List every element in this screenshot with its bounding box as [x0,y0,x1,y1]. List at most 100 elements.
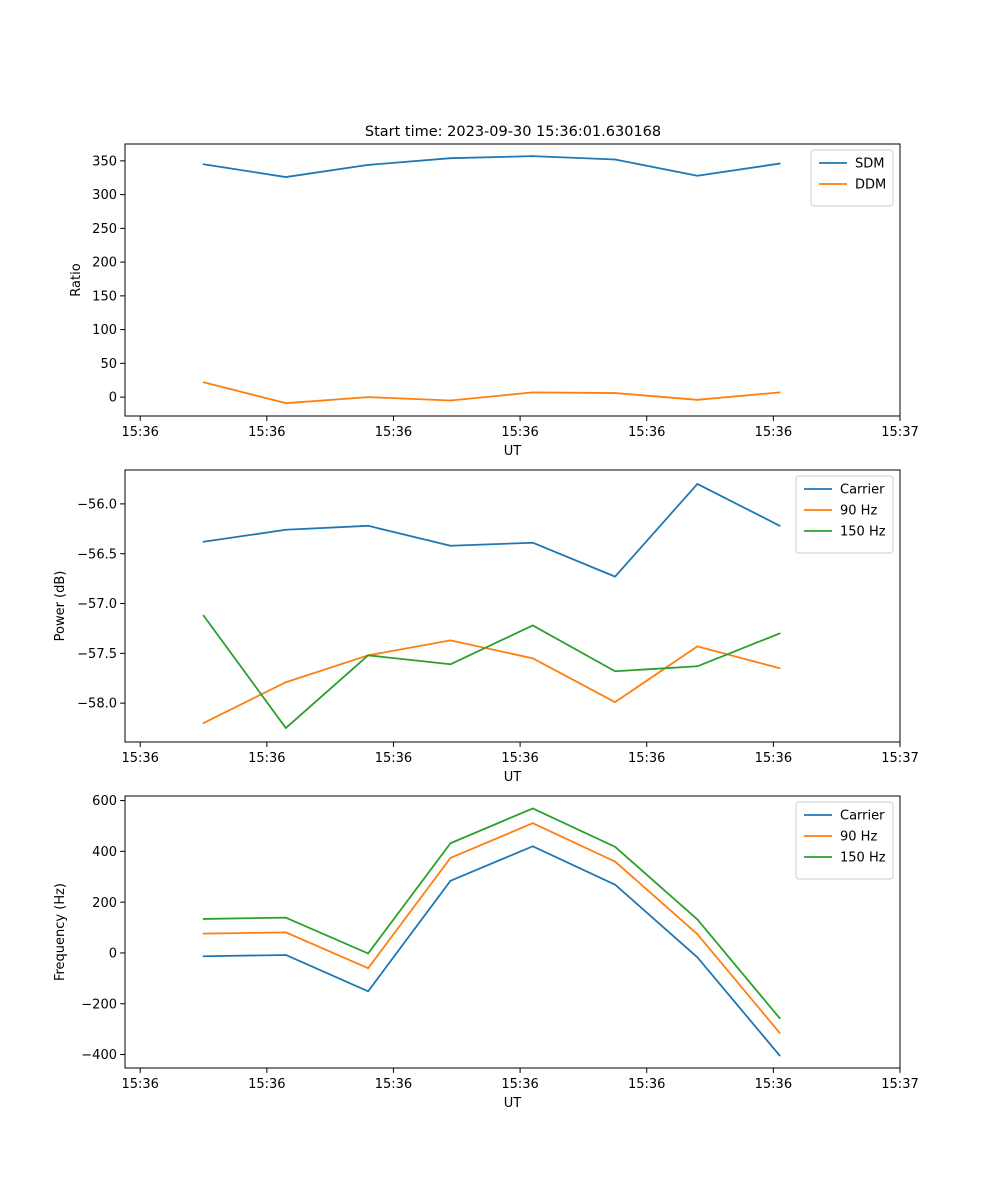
data-point-carrier [614,883,616,886]
y-tick-label: −58.0 [77,697,117,712]
legend-label: DDM [855,178,886,193]
data-point-ddm [367,396,370,399]
y-tick-label: −200 [81,997,117,1012]
series-line-150-hz [202,614,781,729]
x-tick-label: 15:36 [375,425,412,440]
data-point-sdm [284,176,287,178]
y-axis-label: Frequency (Hz) [53,883,68,981]
x-tick-label: 15:36 [501,1077,538,1092]
data-point-carrier [449,544,452,547]
data-point-sdm [367,164,370,166]
axes-frame [124,143,901,417]
data-point-carrier [202,955,205,958]
x-tick-label: 15:36 [375,1077,412,1092]
data-point-150-hz [367,952,370,955]
data-point-90-hz [449,857,452,859]
y-axis-label: Ratio [69,263,84,296]
y-tick-label: 100 [92,323,117,338]
ratio-plot-area [125,144,900,416]
y-tick-label: −57.5 [77,647,117,662]
legend-box [795,475,894,554]
x-tick-label: 15:36 [628,425,665,440]
y-tick-label: 200 [92,256,117,271]
y-tick-label: 200 [92,896,117,911]
x-tick-label: 15:36 [755,1077,792,1092]
x-tick-label: 15:36 [248,751,285,766]
x-tick-label: 15:37 [881,425,918,440]
data-point-90-hz [202,932,205,935]
y-tick-label: 600 [92,794,117,809]
data-point-90-hz [284,931,287,934]
series-line-carrier [203,483,781,578]
data-point-150-hz [778,1017,781,1020]
data-point-carrier [778,1054,781,1057]
data-point-150-hz [284,727,287,729]
legend-label: 90 Hz [840,504,877,519]
data-point-90-hz [696,645,699,648]
data-point-carrier [696,956,699,959]
data-point-90-hz [778,667,781,670]
figure-title: Start time: 2023-09-30 15:36:01.630168 [365,124,661,140]
data-point-150-hz [614,670,616,673]
data-point-sdm [531,155,534,158]
power-subplot: 15:36 15:36 15:36 15:36 15:36 15:36 15:37 −56.0… [53,469,919,785]
data-point-carrier [202,540,205,543]
y-tick-label: 400 [92,845,117,860]
data-point-carrier [614,575,616,578]
legend-label: Carrier [840,809,885,824]
data-point-90-hz [202,722,205,724]
y-tick-label: −56.0 [77,497,117,512]
data-point-90-hz [614,701,616,704]
x-axis-label: UT [504,444,522,459]
legend-box [795,801,894,880]
y-tick-label: −56.5 [77,547,117,562]
y-tick-label: 350 [92,154,117,169]
series-line-sdm [203,155,780,178]
data-point-150-hz [202,918,205,920]
data-point-carrier [284,954,287,956]
data-point-150-hz [449,842,452,845]
y-tick-label: 0 [109,391,117,406]
y-tick-label: −400 [81,1048,117,1063]
x-tick-label: 15:36 [755,425,792,440]
data-point-90-hz [284,681,287,684]
data-point-150-hz [696,665,699,668]
data-point-90-hz [531,822,534,825]
axes-frame [124,469,901,743]
legend-box [810,149,894,207]
data-point-150-hz [531,624,534,627]
x-tick-label: 15:37 [881,1077,918,1092]
data-point-ddm [284,402,287,405]
data-point-90-hz [367,967,370,970]
data-point-carrier [284,528,287,531]
legend-label: Carrier [840,483,885,498]
data-point-90-hz [614,860,616,863]
data-point-ddm [202,381,205,384]
data-point-ddm [778,391,781,394]
data-point-90-hz [696,933,699,936]
x-tick-label: 15:36 [248,425,285,440]
data-point-carrier [367,990,370,993]
x-tick-label: 15:36 [755,751,792,766]
x-tick-label: 15:36 [248,1077,285,1092]
y-tick-label: 0 [109,947,117,962]
data-point-sdm [696,174,699,177]
x-tick-label: 15:36 [121,1077,158,1092]
data-point-carrier [778,524,781,527]
legend-label: 150 Hz [840,525,886,540]
data-point-carrier [449,879,452,882]
frequency-plot-area [125,796,900,1068]
x-tick-label: 15:36 [121,751,158,766]
data-point-ddm [614,392,616,394]
data-point-150-hz [202,614,205,617]
data-point-150-hz [449,663,452,666]
x-axis-label: UT [504,770,522,785]
x-tick-label: 15:36 [501,751,538,766]
data-point-150-hz [367,654,370,657]
x-tick-label: 15:36 [628,1077,665,1092]
data-point-150-hz [531,807,534,810]
data-point-carrier [531,845,534,848]
legend-label: SDM [855,157,884,172]
data-point-ddm [696,398,699,401]
